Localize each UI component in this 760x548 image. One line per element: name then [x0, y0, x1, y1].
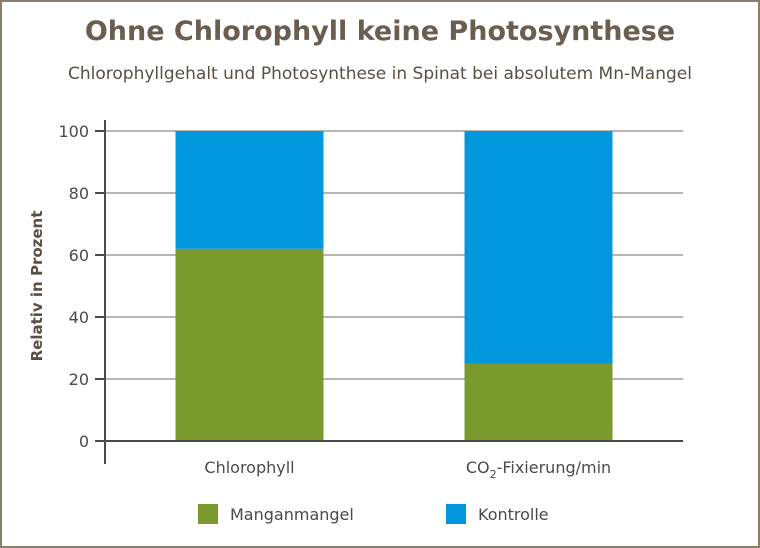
y-tick-label: 100 — [58, 122, 89, 141]
y-tick-label: 60 — [69, 246, 89, 265]
bar-kontrolle-1 — [464, 131, 613, 364]
legend: Manganmangel Kontrolle — [198, 504, 549, 524]
y-tick-label: 40 — [69, 308, 89, 327]
x-category-label: Chlorophyll — [204, 458, 294, 477]
chart-subtitle: Chlorophyllgehalt und Photosynthese in S… — [68, 64, 692, 84]
bar-manganmangel-0 — [175, 248, 324, 441]
chart-title: Ohne Chlorophyll keine Photosynthese — [84, 16, 676, 47]
y-axis-label: Relativ in Prozent — [28, 211, 46, 362]
legend-swatch-kontrolle — [446, 504, 466, 524]
legend-label-kontrolle: Kontrolle — [478, 505, 549, 524]
axes — [95, 120, 683, 464]
bar-kontrolle-0 — [175, 131, 324, 249]
y-tick-label: 80 — [69, 184, 89, 203]
bars — [175, 131, 613, 441]
y-tick-label: 0 — [79, 432, 89, 451]
x-category-label: CO2-Fixierung/min — [466, 458, 611, 481]
y-tick-labels: 0 20 40 60 80 100 — [58, 122, 105, 451]
y-tick-label: 20 — [69, 370, 89, 389]
legend-label-manganmangel: Manganmangel — [230, 505, 354, 524]
x-category-labels: Chlorophyll CO2-Fixierung/min — [204, 458, 611, 481]
bar-manganmangel-1 — [464, 363, 613, 441]
legend-swatch-manganmangel — [198, 504, 218, 524]
